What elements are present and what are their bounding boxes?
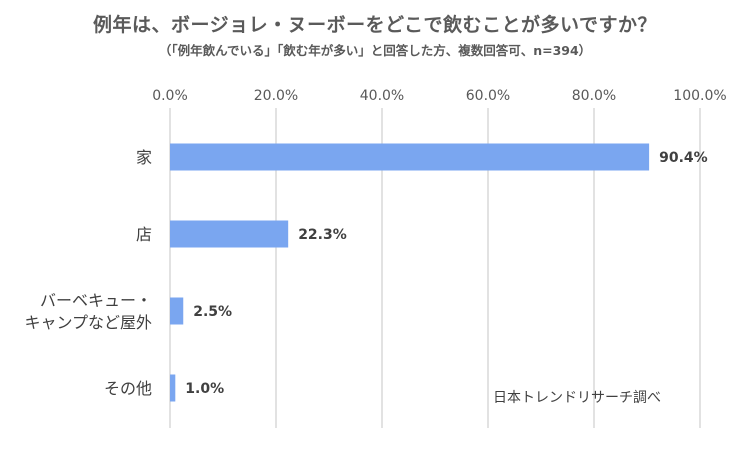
data-label: 90.4% — [659, 150, 708, 166]
x-tick-label: 20.0% — [254, 88, 298, 104]
category-label: その他 — [104, 379, 152, 398]
bar — [170, 220, 289, 248]
bar — [170, 143, 650, 171]
category-label: 家 — [136, 148, 152, 167]
x-tick-label: 40.0% — [360, 88, 404, 104]
chart-subtitle: （「例年飲んでいる」「飲む年が多い」と回答した方、複数回答可、n=394） — [158, 43, 592, 58]
category-label: 店 — [136, 225, 152, 244]
source-note: 日本トレンドリサーチ調べ — [493, 390, 661, 406]
x-tick-label: 60.0% — [466, 88, 510, 104]
bars — [170, 143, 650, 402]
data-label: 1.0% — [185, 381, 224, 397]
category-label: バーベキュー・キャンプなど屋外 — [24, 291, 152, 332]
data-label: 22.3% — [298, 227, 347, 243]
x-tick-label: 0.0% — [152, 88, 188, 104]
x-tick-label: 100.0% — [673, 88, 726, 104]
data-label: 2.5% — [193, 304, 232, 320]
x-axis-tick-labels: 0.0% 20.0% 40.0% 60.0% 80.0% 100.0% — [152, 88, 726, 104]
chart-title: 例年は、ボージョレ・ヌーボーをどこで飲むことが多いですか？ — [93, 14, 657, 36]
bar — [170, 297, 184, 325]
bar — [170, 374, 176, 402]
data-labels: 90.4% 22.3% 2.5% 1.0% — [185, 150, 707, 397]
x-tick-label: 80.0% — [572, 88, 616, 104]
